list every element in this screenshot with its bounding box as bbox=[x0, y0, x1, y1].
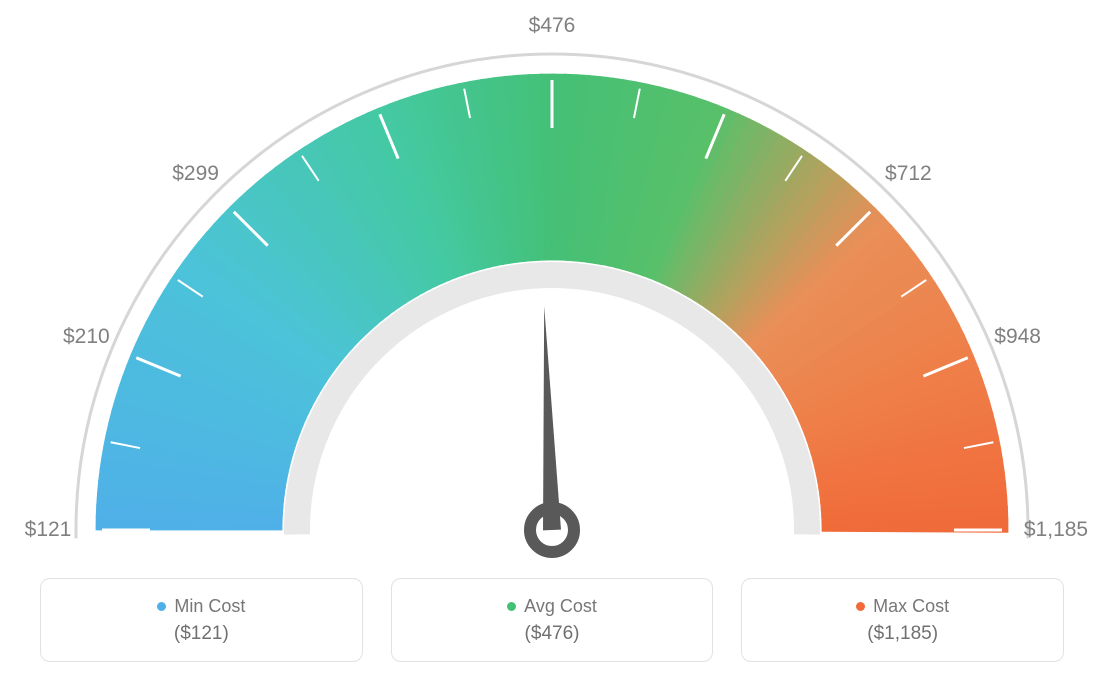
scale-label: $210 bbox=[63, 325, 110, 349]
legend-label-max: Max Cost bbox=[873, 596, 949, 617]
legend-value-min: ($121) bbox=[174, 623, 229, 645]
legend-top: Avg Cost bbox=[507, 596, 597, 617]
scale-label: $948 bbox=[994, 325, 1041, 349]
legend-label-avg: Avg Cost bbox=[524, 596, 597, 617]
legend-top: Min Cost bbox=[157, 596, 245, 617]
gauge-chart: $121 $210 $299 $476 $712 $948 $1,185 bbox=[0, 0, 1104, 560]
legend-dot-min bbox=[157, 602, 166, 611]
legend-label-min: Min Cost bbox=[174, 596, 245, 617]
scale-label: $476 bbox=[529, 14, 576, 38]
legend-card-min: Min Cost ($121) bbox=[40, 578, 363, 662]
scale-label: $1,185 bbox=[1024, 518, 1088, 542]
legend-top: Max Cost bbox=[856, 596, 949, 617]
scale-label: $121 bbox=[25, 518, 72, 542]
legend-row: Min Cost ($121) Avg Cost ($476) Max Cost… bbox=[40, 578, 1064, 662]
legend-card-avg: Avg Cost ($476) bbox=[391, 578, 714, 662]
legend-value-avg: ($476) bbox=[525, 623, 580, 645]
gauge-svg bbox=[0, 0, 1104, 560]
legend-dot-max bbox=[856, 602, 865, 611]
scale-label: $712 bbox=[885, 162, 932, 186]
legend-value-max: ($1,185) bbox=[867, 623, 938, 645]
scale-label: $299 bbox=[172, 162, 219, 186]
legend-dot-avg bbox=[507, 602, 516, 611]
legend-card-max: Max Cost ($1,185) bbox=[741, 578, 1064, 662]
